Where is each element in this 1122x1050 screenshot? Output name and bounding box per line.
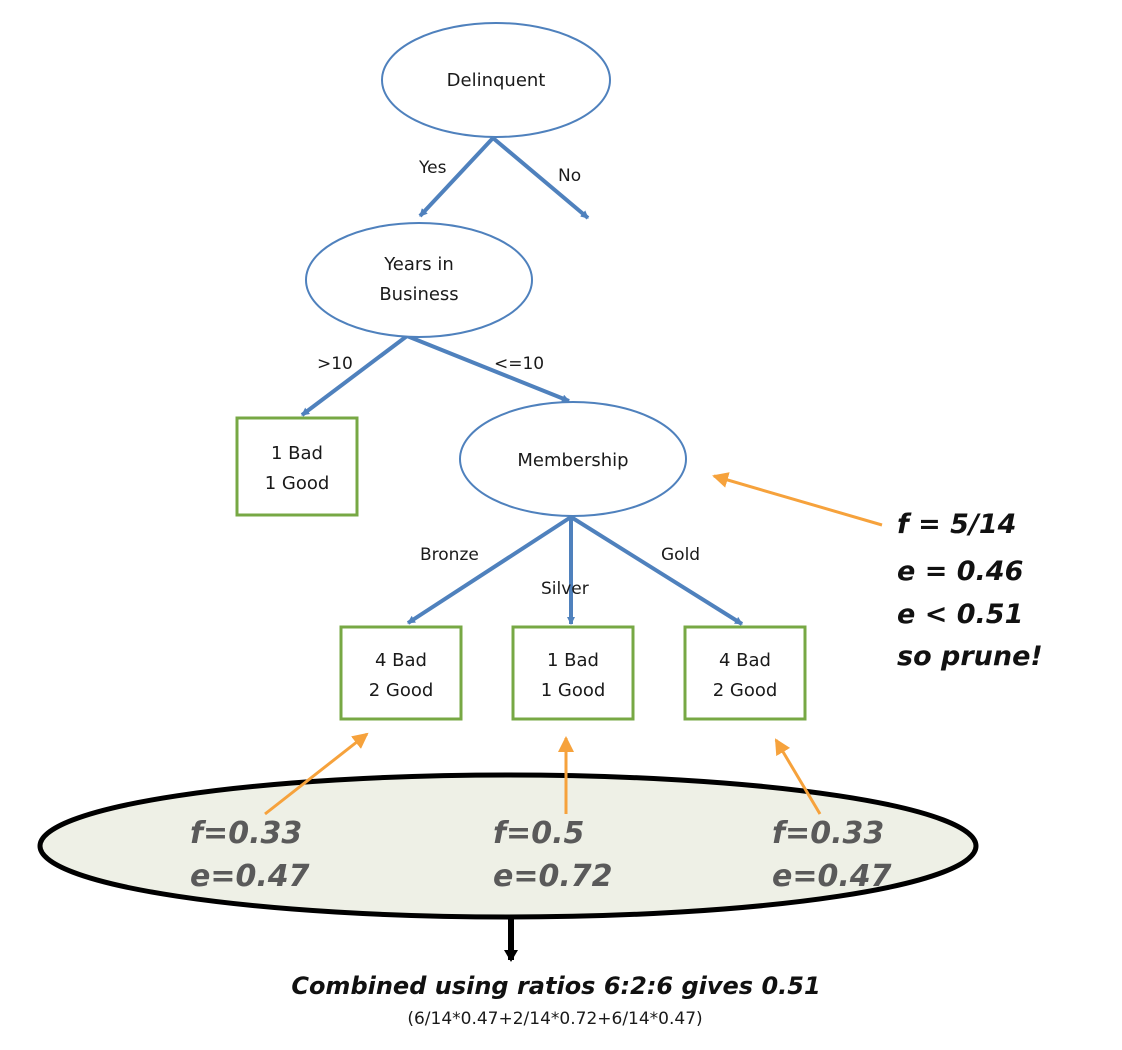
node-years-label-line2: Business [379, 284, 458, 305]
leaf-bronze: 4 Bad 2 Good [339, 625, 463, 721]
edge-label-silver: Silver [541, 579, 589, 599]
leaf-years-gt10-line2: 1 Good [265, 473, 330, 494]
edge-gt10 [300, 334, 409, 417]
annotation-prune: so prune! [897, 641, 1043, 672]
edge-label-no: No [558, 166, 581, 186]
combined-formula: (6/14*0.47+2/14*0.72+6/14*0.47) [407, 1009, 702, 1029]
node-delinquent: Delinquent [381, 22, 611, 138]
summary-ellipse [37, 772, 979, 920]
edge-yes [418, 136, 495, 218]
leaf-gold-line1: 4 Bad [719, 650, 771, 671]
stat-bronze-f: f=0.33 [190, 816, 302, 851]
stat-arrow-gold [774, 738, 822, 815]
node-years-in-business: Years in Business [305, 222, 533, 338]
leaf-bronze-line2: 2 Good [369, 680, 434, 701]
stat-silver-e: e=0.72 [493, 859, 613, 894]
edge-no [491, 136, 590, 220]
leaf-gold: 4 Bad 2 Good [683, 625, 807, 721]
membership-annotation: f = 5/14 e = 0.46 e < 0.51 so prune! [897, 509, 1043, 672]
edge-label-gt10: >10 [317, 354, 353, 374]
leaf-silver: 1 Bad 1 Good [511, 625, 635, 721]
node-delinquent-label: Delinquent [447, 70, 546, 91]
annotation-f: f = 5/14 [897, 509, 1016, 540]
node-membership-label: Membership [517, 450, 628, 471]
combined-result: Combined using ratios 6:2:6 gives 0.51 [291, 972, 820, 1000]
node-years-label-line1: Years in [383, 254, 454, 275]
edge-bronze [406, 515, 573, 625]
edge-label-le10: <=10 [494, 354, 544, 374]
leaf-stats: f=0.33 e=0.47 f=0.5 e=0.72 f=0.33 e=0.47 [190, 816, 892, 894]
stat-bronze-e: e=0.47 [190, 859, 310, 894]
leaf-gold-line2: 2 Good [713, 680, 778, 701]
leaf-years-gt10-line1: 1 Bad [271, 443, 323, 464]
leaf-silver-line2: 1 Good [541, 680, 606, 701]
leaf-bronze-line1: 4 Bad [375, 650, 427, 671]
edge-label-yes: Yes [418, 158, 447, 178]
tree-edges [300, 136, 744, 626]
edge-label-bronze: Bronze [420, 545, 479, 565]
leaf-silver-line1: 1 Bad [547, 650, 599, 671]
stat-gold-e: e=0.47 [772, 859, 892, 894]
membership-annotation-arrow [712, 472, 883, 527]
annotation-compare: e < 0.51 [897, 599, 1023, 630]
edge-label-gold: Gold [661, 545, 700, 565]
annotation-e: e = 0.46 [897, 556, 1023, 587]
leaf-years-gt10: 1 Bad 1 Good [235, 416, 359, 517]
edge-le10 [406, 334, 570, 403]
edge-gold [569, 515, 744, 626]
stat-silver-f: f=0.5 [493, 816, 584, 851]
stat-arrows [264, 732, 822, 816]
stat-gold-f: f=0.33 [772, 816, 884, 851]
stat-arrow-bronze [264, 732, 369, 816]
node-membership: Membership [459, 401, 687, 517]
